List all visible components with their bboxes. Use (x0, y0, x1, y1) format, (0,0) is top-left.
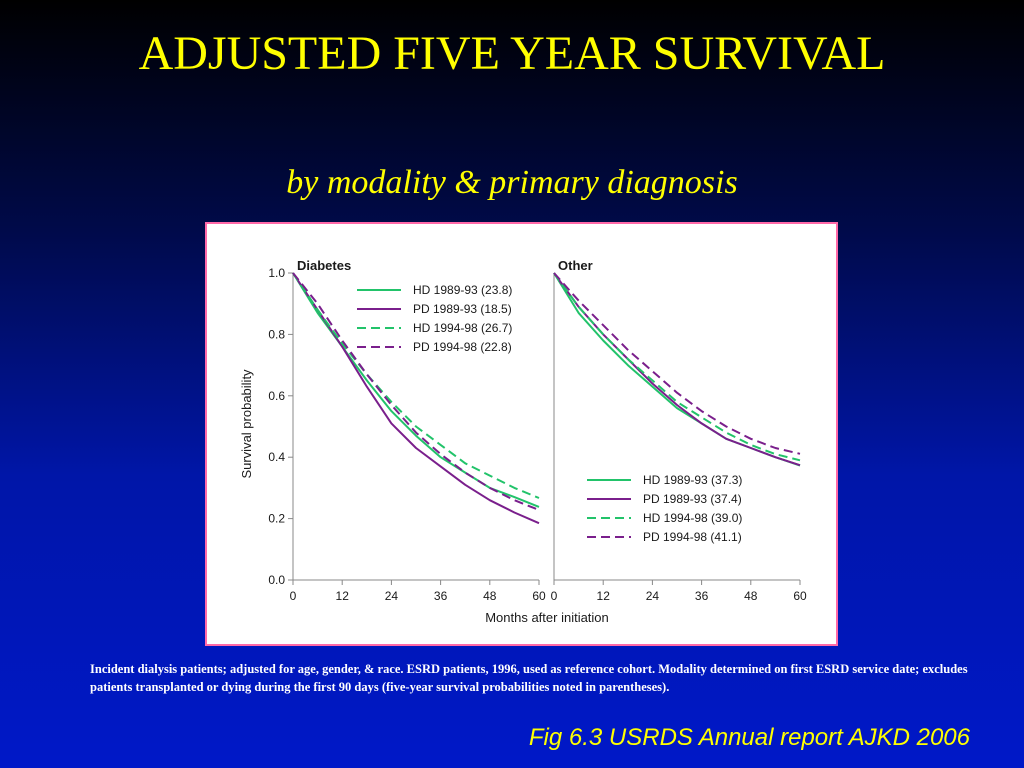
axes: 0 12 24 36 48 60 0.0 0.2 0.4 0.6 0.8 1.0 0 12 24 36 48 60 (268, 266, 807, 603)
series-lines (292, 272, 801, 525)
x-tick-label: 48 (483, 589, 497, 603)
legend-label: PD 1994-98 (41.1) (643, 530, 742, 544)
figure-frame: Survival probability Months after initia… (205, 222, 838, 646)
y-tick-label: 0.8 (268, 327, 285, 341)
series-line (292, 272, 540, 525)
x-tick-label: 0 (551, 589, 558, 603)
legend-label: HD 1994-98 (39.0) (643, 511, 742, 525)
y-tick-label: 1.0 (268, 266, 285, 280)
x-tick-label: 36 (695, 589, 709, 603)
x-tick-label: 36 (434, 589, 448, 603)
y-tick-label: 0.2 (268, 512, 285, 526)
x-tick-label: 12 (336, 589, 350, 603)
legend-label: PD 1994-98 (22.8) (413, 340, 512, 354)
series-line (553, 272, 801, 467)
series-line (292, 272, 540, 511)
y-axis-title: Survival probability (239, 369, 254, 479)
series-line (553, 272, 801, 455)
x-tick-label: 60 (532, 589, 546, 603)
y-tick-label: 0.4 (268, 450, 285, 464)
legend-label: HD 1994-98 (26.7) (413, 321, 512, 335)
panel-title-other: Other (558, 258, 593, 273)
slide-subtitle: by modality & primary diagnosis (286, 164, 738, 201)
x-tick-label: 24 (385, 589, 399, 603)
figure-caption: Incident dialysis patients; adjusted for… (90, 662, 968, 694)
y-tick-label: 0.6 (268, 389, 285, 403)
panel-title-diabetes: Diabetes (297, 258, 351, 273)
legend-label: PD 1989-93 (18.5) (413, 302, 512, 316)
x-tick-label: 24 (646, 589, 660, 603)
legends: HD 1989-93 (23.8) PD 1989-93 (18.5) HD 199… (357, 283, 742, 544)
legend-label: HD 1989-93 (37.3) (643, 473, 742, 487)
legend-label: HD 1989-93 (23.8) (413, 283, 512, 297)
figure-source: Fig 6.3 USRDS Annual report AJKD 2006 (528, 724, 970, 751)
series-line (292, 272, 540, 499)
x-tick-label: 12 (597, 589, 611, 603)
y-tick-label: 0.0 (268, 573, 285, 587)
legend-label: PD 1989-93 (37.4) (643, 492, 742, 506)
x-tick-label: 0 (290, 589, 297, 603)
survival-chart: Survival probability Months after initia… (239, 258, 807, 625)
series-line (553, 272, 801, 462)
x-tick-label: 60 (793, 589, 807, 603)
x-axis-title: Months after initiation (485, 610, 609, 625)
series-line (553, 272, 801, 467)
slide-title: ADJUSTED FIVE YEAR SURVIVAL (138, 27, 886, 80)
x-tick-label: 48 (744, 589, 758, 603)
